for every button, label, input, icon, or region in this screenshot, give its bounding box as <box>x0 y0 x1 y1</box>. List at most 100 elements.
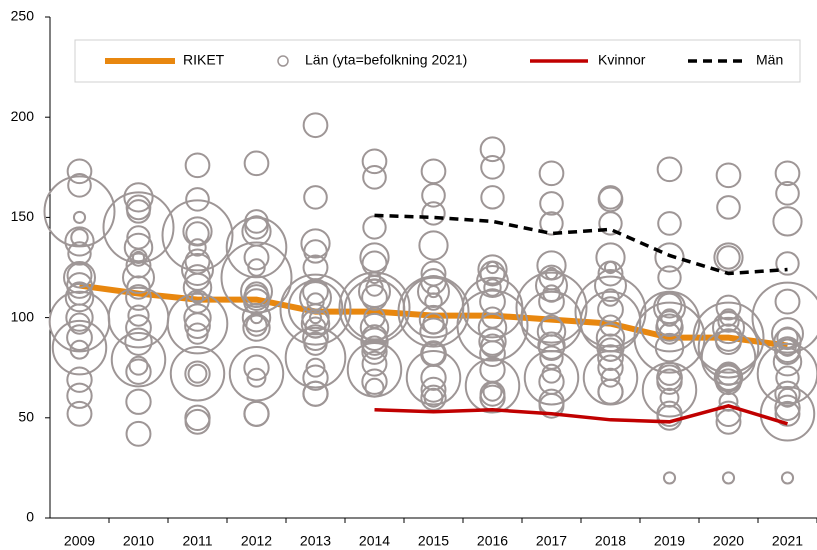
x-tick-label: 2011 <box>182 533 212 549</box>
bubble <box>361 368 388 395</box>
bubble <box>601 288 620 307</box>
bubble <box>777 387 798 408</box>
bubble <box>595 242 626 273</box>
bubble <box>303 331 328 356</box>
bubble <box>361 148 388 175</box>
x-tick-label: 2009 <box>64 533 95 549</box>
bubble <box>127 304 150 327</box>
bubble <box>185 289 210 314</box>
bubble <box>64 282 95 313</box>
bubble <box>536 316 567 347</box>
bubble <box>304 316 327 339</box>
bubble <box>480 185 505 210</box>
bubble <box>715 294 742 321</box>
legend-label: Län (yta=befolkning 2021) <box>305 52 467 68</box>
bubble <box>421 201 446 226</box>
bubble <box>771 317 804 351</box>
bubble <box>107 286 170 349</box>
bubble <box>123 182 154 213</box>
bubble <box>715 400 742 427</box>
bubble <box>539 345 564 370</box>
legend-swatch <box>277 55 289 67</box>
bubble <box>756 342 817 405</box>
bubble <box>597 378 624 405</box>
bubble <box>417 275 450 309</box>
bubble <box>657 211 682 236</box>
bubble <box>181 253 214 286</box>
bubble <box>659 387 680 408</box>
bubble <box>284 326 347 389</box>
bubble <box>600 367 621 388</box>
x-tick-label: 2017 <box>536 533 567 549</box>
bubble <box>64 226 95 257</box>
bubble <box>775 365 800 390</box>
bubble <box>169 345 226 402</box>
bubble <box>539 191 564 216</box>
bubble <box>660 308 679 327</box>
x-tick-label: 2015 <box>418 533 449 549</box>
bubble <box>66 366 93 393</box>
y-tick-label: 100 <box>11 308 35 324</box>
bubble <box>66 382 93 409</box>
bubble <box>420 384 447 411</box>
bubble <box>538 334 565 362</box>
bubble <box>538 392 565 419</box>
bubble <box>422 312 445 335</box>
bubble <box>66 272 93 299</box>
bubble <box>70 228 89 247</box>
bubble <box>51 319 108 376</box>
bubble <box>483 278 502 297</box>
bubble <box>420 158 447 185</box>
bubble <box>69 339 90 360</box>
bubble <box>538 264 565 291</box>
bubble <box>243 400 270 427</box>
bubble <box>110 331 167 388</box>
bubble <box>63 261 96 295</box>
bubble <box>300 228 331 259</box>
line <box>79 282 788 349</box>
bubble <box>716 195 741 220</box>
x-tick-label: 2016 <box>477 533 508 549</box>
bubble <box>125 252 152 279</box>
bubble <box>656 156 683 183</box>
bubble <box>184 312 211 339</box>
bubble <box>183 303 212 332</box>
y-tick-label: 250 <box>11 8 35 24</box>
bubble <box>481 306 504 329</box>
bubble <box>421 341 446 366</box>
bubble <box>485 260 500 275</box>
x-tick-label: 2020 <box>713 533 744 549</box>
bubble <box>361 284 388 311</box>
bubble <box>184 152 211 179</box>
bubble <box>66 400 93 427</box>
bubble <box>718 391 739 412</box>
bubble <box>480 155 505 180</box>
bubble <box>184 408 211 435</box>
y-tick-label: 50 <box>18 409 34 425</box>
bubble <box>603 260 618 275</box>
bubble <box>66 262 93 289</box>
bubble <box>67 281 92 306</box>
bubble <box>421 183 446 208</box>
bubble <box>598 211 623 236</box>
bubble <box>72 210 87 224</box>
bubble <box>775 251 800 276</box>
bubble <box>774 400 801 427</box>
bubble <box>424 292 443 311</box>
bubble <box>247 258 266 277</box>
bubble <box>657 265 682 290</box>
bubble <box>245 314 268 337</box>
bubble <box>654 242 685 273</box>
bubble <box>655 313 684 342</box>
bubble <box>599 314 622 337</box>
bubble <box>302 324 329 352</box>
bubble <box>540 314 563 337</box>
bubble <box>243 354 270 381</box>
bubble <box>363 306 386 329</box>
bubble <box>597 344 624 372</box>
bubble <box>419 317 448 346</box>
bubble <box>190 290 205 305</box>
bubble <box>479 136 506 163</box>
bubble <box>713 362 744 393</box>
bubble <box>717 310 740 333</box>
